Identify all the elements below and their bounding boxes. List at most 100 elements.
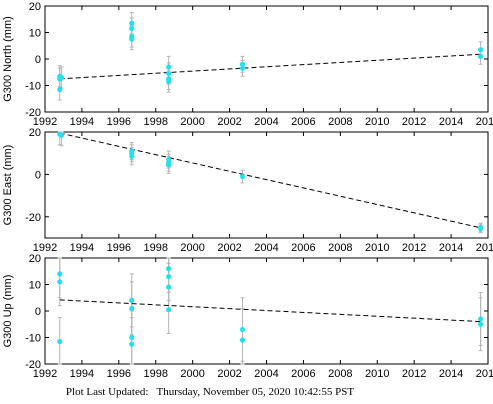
y-tick-label: -10 bbox=[25, 333, 41, 345]
data-point bbox=[239, 326, 246, 333]
x-tick-label: 2000 bbox=[180, 368, 204, 380]
data-point bbox=[478, 321, 484, 327]
data-point bbox=[239, 65, 246, 71]
x-tick-label: 1998 bbox=[144, 242, 168, 254]
x-tick-label: 2008 bbox=[328, 242, 352, 254]
x-tick-label: 2014 bbox=[439, 116, 463, 128]
data-point bbox=[129, 25, 135, 32]
x-tick-label: 1994 bbox=[70, 116, 94, 128]
y-tick-label: 20 bbox=[29, 1, 41, 13]
x-tick-label: 2014 bbox=[439, 242, 463, 254]
data-point bbox=[166, 273, 172, 280]
data-point bbox=[166, 162, 172, 168]
x-tick-label: 2004 bbox=[254, 368, 278, 380]
y-tick-label: -10 bbox=[25, 81, 41, 93]
trend-line-east bbox=[59, 132, 481, 229]
x-tick-label: 2014 bbox=[439, 368, 463, 380]
x-tick-label: 2000 bbox=[180, 116, 204, 128]
data-point bbox=[129, 153, 135, 159]
trend-line-up bbox=[59, 299, 481, 323]
data-point bbox=[166, 64, 172, 70]
x-tick-label: 2006 bbox=[291, 368, 315, 380]
x-tick-label: 1998 bbox=[144, 116, 168, 128]
x-tick-label: 2016 bbox=[476, 368, 493, 380]
data-point bbox=[166, 284, 172, 290]
y-tick-label: 0 bbox=[35, 306, 41, 318]
panel-east: 1992 1994 1996 1998 2000 2002 2004 2006 2008 2010… bbox=[2, 127, 493, 254]
y-tick-label: -20 bbox=[25, 212, 41, 224]
x-tick-label: 2000 bbox=[180, 242, 204, 254]
x-tick-label: 2004 bbox=[254, 242, 278, 254]
data-point bbox=[478, 316, 484, 322]
data-point bbox=[166, 307, 172, 313]
data-point bbox=[239, 337, 246, 343]
y-tick-label: 0 bbox=[35, 169, 41, 181]
y-axis-label-up: G300 Up (mm) bbox=[2, 275, 14, 348]
data-point bbox=[129, 334, 135, 341]
data-point bbox=[478, 53, 484, 59]
x-tick-label: 2002 bbox=[217, 368, 241, 380]
x-tick-label: 2004 bbox=[254, 116, 278, 128]
data-point bbox=[166, 266, 172, 272]
data-point bbox=[166, 70, 172, 77]
plot-frame-east bbox=[44, 131, 489, 239]
x-tick-label: 2010 bbox=[365, 116, 389, 128]
data-point bbox=[129, 341, 135, 347]
x-tick-label: 1992 bbox=[33, 368, 57, 380]
y-tick-label: 20 bbox=[29, 253, 41, 265]
data-point bbox=[478, 225, 484, 232]
x-tick-label: 1996 bbox=[107, 242, 131, 254]
data-point bbox=[57, 271, 63, 277]
data-point bbox=[478, 47, 484, 53]
data-point bbox=[129, 305, 135, 311]
x-tick-label: 1992 bbox=[33, 242, 57, 254]
x-tick-label: 2010 bbox=[365, 368, 389, 380]
data-point bbox=[129, 36, 135, 42]
y-axis-label-north: G300 North (mm) bbox=[2, 16, 14, 102]
data-point bbox=[166, 78, 172, 85]
x-tick-label: 2012 bbox=[402, 242, 426, 254]
x-tick-label: 2016 bbox=[476, 116, 493, 128]
footer-label: Plot Last Updated: bbox=[65, 386, 149, 398]
x-tick-label: 2016 bbox=[476, 242, 493, 254]
data-point bbox=[57, 338, 63, 345]
x-tick-label: 2008 bbox=[328, 116, 352, 128]
x-tick-label: 2002 bbox=[217, 116, 241, 128]
x-tick-label: 2008 bbox=[328, 368, 352, 380]
x-tick-label: 1994 bbox=[70, 368, 94, 380]
x-tick-label: 2012 bbox=[402, 116, 426, 128]
x-tick-label: 2012 bbox=[402, 368, 426, 380]
y-tick-label: -20 bbox=[25, 107, 41, 119]
data-point bbox=[239, 61, 246, 67]
x-tick-label: 2002 bbox=[217, 242, 241, 254]
y-tick-label: 20 bbox=[29, 127, 41, 139]
x-tick-label: 2006 bbox=[291, 242, 315, 254]
x-tick-label: 1998 bbox=[144, 368, 168, 380]
y-axis-label-east: G300 East (mm) bbox=[2, 145, 14, 226]
panel-up: 1992 1994 1996 1998 2000 2002 2004 2006 2008 2010… bbox=[2, 253, 493, 380]
x-tick-label: 1996 bbox=[107, 368, 131, 380]
plot-updated-footer: Plot Last Updated: Thursday, November 05… bbox=[0, 386, 420, 402]
y-tick-label: 10 bbox=[29, 280, 41, 292]
x-tick-label: 1996 bbox=[107, 116, 131, 128]
data-point bbox=[57, 86, 63, 93]
x-tick-label: 1994 bbox=[70, 242, 94, 254]
data-point bbox=[59, 132, 65, 138]
x-tick-label: 2006 bbox=[291, 116, 315, 128]
plot-frame-up bbox=[44, 257, 489, 365]
panel-north: 1992 1994 1996 1998 2000 2002 2004 2006 2008 2010… bbox=[2, 1, 493, 128]
data-point bbox=[129, 20, 135, 26]
y-tick-label: 10 bbox=[29, 28, 41, 40]
y-tick-label: -20 bbox=[25, 359, 41, 371]
y-tick-label: 0 bbox=[35, 54, 41, 66]
data-point bbox=[239, 173, 246, 180]
plot-frame-north bbox=[44, 5, 489, 113]
data-point bbox=[129, 297, 135, 303]
trend-line-north bbox=[59, 53, 481, 80]
x-tick-label: 2010 bbox=[365, 242, 389, 254]
data-point bbox=[57, 279, 63, 285]
footer-timestamp: Thursday, November 05, 2020 10:42:55 PST bbox=[156, 386, 355, 398]
x-tick-label: 1992 bbox=[33, 116, 57, 128]
data-point bbox=[59, 74, 65, 81]
